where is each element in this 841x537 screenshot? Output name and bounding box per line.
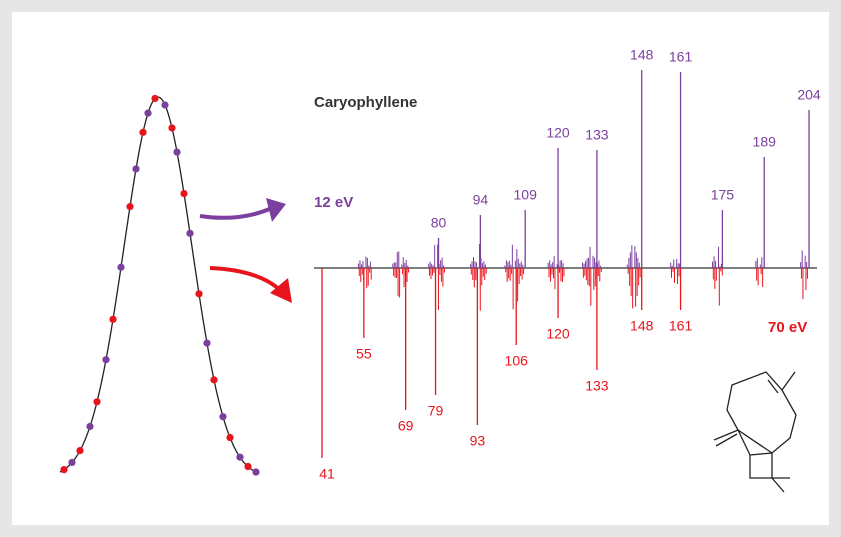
peak-label: 161 (669, 318, 693, 334)
dot (236, 453, 244, 461)
peak-label: 161 (669, 49, 693, 65)
dot (226, 433, 234, 442)
title: Caryophyllene (314, 94, 417, 111)
dot (168, 124, 176, 132)
peak-label: 80 (431, 215, 447, 231)
dot (151, 94, 159, 103)
dot (252, 468, 260, 476)
peak-label: 175 (711, 187, 735, 203)
dot (173, 148, 181, 156)
peak-label: 120 (546, 326, 570, 342)
dot (93, 398, 101, 406)
molecule (713, 371, 797, 493)
dot (68, 458, 76, 467)
dot (244, 462, 252, 471)
dot (60, 466, 68, 474)
dot (161, 101, 169, 109)
dot (186, 229, 194, 237)
peak-label: 148 (630, 47, 654, 63)
dot (117, 263, 125, 271)
dot (109, 315, 117, 323)
dot (219, 413, 227, 421)
dot (210, 376, 218, 384)
peak-label: 148 (630, 318, 654, 334)
peak-label: 55 (356, 346, 372, 362)
peak-label: 189 (753, 134, 777, 150)
dot (139, 128, 147, 136)
arrowhead-purple (266, 198, 286, 222)
peak-label: 94 (473, 192, 489, 208)
dot (203, 339, 211, 347)
peak-label: 109 (514, 187, 538, 203)
dot (195, 290, 203, 298)
arrow-red (209, 266, 282, 292)
dot (76, 446, 84, 455)
peak-label: 79 (428, 403, 444, 419)
dot (132, 165, 140, 173)
lower-label: 70 eV (768, 319, 807, 336)
peak-label: 69 (398, 418, 414, 434)
dot (102, 356, 110, 364)
dot (86, 422, 94, 431)
dot (126, 202, 134, 211)
peak-label: 133 (585, 127, 609, 143)
arrow-purple (199, 206, 273, 220)
upper-label: 12 eV (314, 194, 353, 211)
dot (144, 109, 152, 117)
peak-label: 41 (319, 466, 335, 482)
peak-label: 204 (797, 87, 821, 103)
peak-label: 120 (546, 125, 570, 141)
gaussian-curve (59, 96, 259, 474)
dot (180, 189, 188, 198)
arrowhead-red (270, 278, 292, 303)
peak-label: 93 (470, 433, 486, 449)
peak-label: 106 (505, 353, 529, 369)
peak-label: 133 (585, 378, 609, 394)
